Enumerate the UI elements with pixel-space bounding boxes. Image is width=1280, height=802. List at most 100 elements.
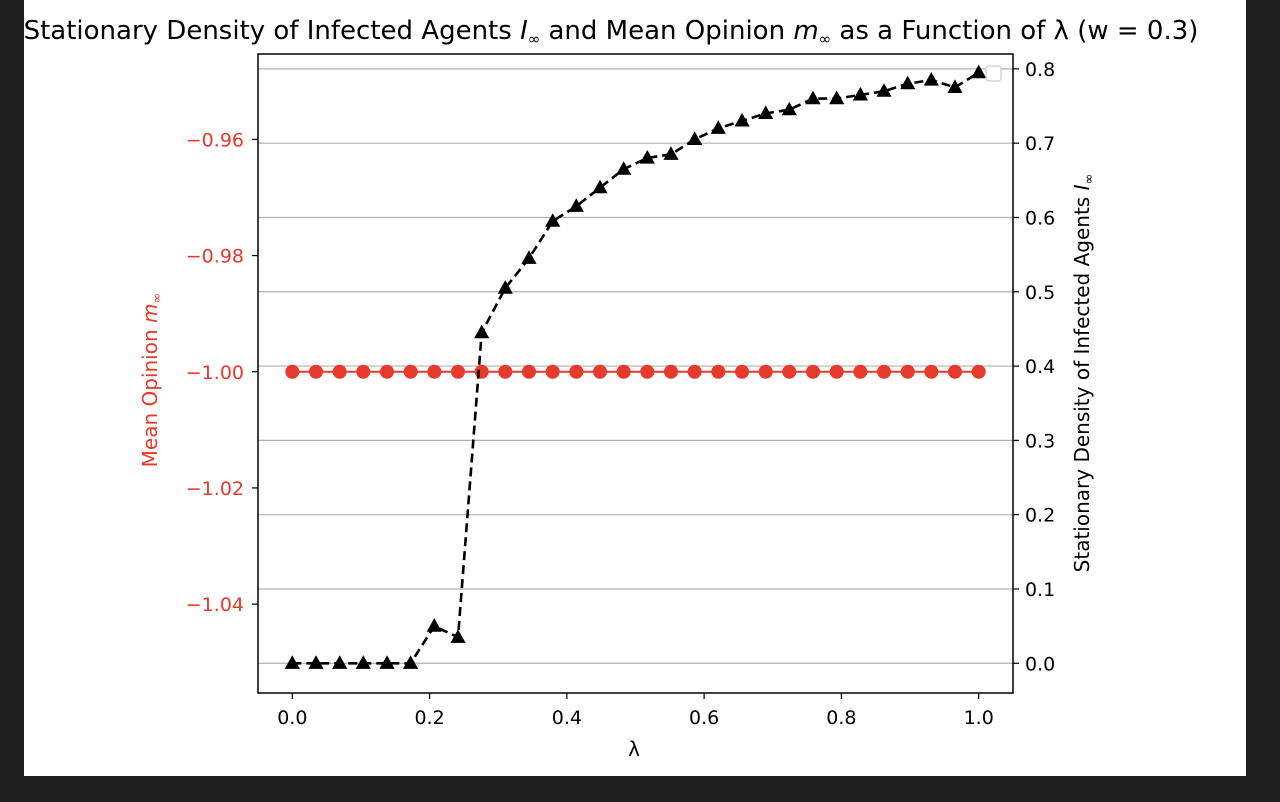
- right-tick-label: 0.5: [1025, 282, 1055, 304]
- infected-density-point: [568, 198, 584, 212]
- infected-density-point: [947, 79, 963, 93]
- infected-density-point: [663, 146, 679, 160]
- infected-density-point: [852, 86, 868, 101]
- mean-opinion-point: [853, 364, 868, 379]
- right-tick-label: 0.6: [1025, 207, 1055, 229]
- title-sub-inf-2: ∞: [819, 30, 832, 48]
- infected-density-point: [639, 150, 655, 164]
- infected-density-point: [284, 655, 300, 669]
- mean-opinion-point: [308, 364, 323, 379]
- left-axis-label-sub: ∞: [150, 293, 165, 304]
- left-axis-label: Mean Opinion m∞: [138, 293, 165, 468]
- mean-opinion-point: [403, 364, 418, 379]
- title-sub-inf-1: ∞: [528, 30, 541, 48]
- infected-density-point: [805, 90, 821, 105]
- series: [284, 64, 987, 669]
- x-tick-label: 0.2: [414, 707, 444, 729]
- chart: Stationary Density of Infected Agents I∞…: [24, 16, 1198, 761]
- right-axis-label-sub: ∞: [1082, 174, 1097, 185]
- mean-opinion-point: [829, 364, 844, 379]
- infected-density-line: [292, 71, 980, 665]
- x-tick-label: 0.8: [826, 707, 856, 729]
- infected-density-point: [592, 179, 608, 194]
- infected-density-point: [474, 324, 490, 339]
- left-tick-label: −0.96: [186, 129, 244, 151]
- infected-density-point: [758, 105, 774, 119]
- infected-density-point: [355, 655, 371, 669]
- infected-density-point: [710, 120, 726, 134]
- infected-density-point: [450, 629, 466, 643]
- infected-density-point: [497, 280, 513, 294]
- right-axis-label-var: I: [1070, 184, 1094, 190]
- mean-opinion-point: [451, 364, 466, 379]
- mean-opinion-point: [687, 364, 702, 379]
- left-tick-label: −0.98: [186, 246, 244, 268]
- x-axis-label: λ: [628, 737, 640, 761]
- infected-density-point: [829, 90, 845, 105]
- left-axis-label-text: Mean Opinion: [138, 323, 162, 467]
- mean-opinion-point: [569, 364, 584, 379]
- mean-opinion-point: [498, 364, 513, 379]
- grid: [258, 68, 1013, 664]
- mean-opinion-point: [332, 364, 347, 379]
- mean-opinion-point: [616, 364, 631, 379]
- right-tick-label: 0.7: [1025, 133, 1055, 155]
- mean-opinion-point: [805, 364, 820, 379]
- infected-density-point: [403, 655, 419, 669]
- infected-density-point: [616, 161, 632, 175]
- mean-opinion-point: [877, 364, 892, 379]
- chart-title: Stationary Density of Infected Agents I∞…: [24, 16, 1198, 48]
- mean-opinion-point: [758, 364, 773, 379]
- x-tick-label: 0.0: [277, 707, 307, 729]
- infected-density-point: [900, 75, 916, 90]
- mean-opinion-point: [356, 364, 371, 379]
- x-tick-label: 1.0: [964, 707, 994, 729]
- infected-density-point: [379, 655, 395, 669]
- mean-opinion-point: [948, 364, 963, 379]
- mean-opinion-point: [924, 364, 939, 379]
- title-prefix: Stationary Density of Infected Agents: [24, 16, 520, 46]
- mean-opinion-point: [427, 364, 442, 379]
- mean-opinion-point: [711, 364, 726, 379]
- x-tick-label: 0.6: [689, 707, 719, 729]
- mean-opinion-point: [521, 364, 536, 379]
- left-tick-label: −1.02: [186, 478, 244, 500]
- title-middle: and Mean Opinion: [540, 16, 793, 46]
- x-tick-label: 0.4: [552, 707, 582, 729]
- right-tick-label: 0.0: [1025, 653, 1055, 675]
- figure: Stationary Density of Infected Agents I∞…: [24, 0, 1246, 776]
- mean-opinion-point: [545, 364, 560, 379]
- title-var-i: I: [520, 16, 528, 46]
- right-tick-label: 0.8: [1025, 59, 1055, 81]
- title-var-m: m: [793, 16, 818, 46]
- infected-density-point: [426, 618, 442, 632]
- plot-frame: [257, 53, 1014, 694]
- mean-opinion-point: [971, 364, 986, 379]
- left-tick-label: −1.04: [186, 594, 244, 616]
- mean-opinion-point: [474, 364, 489, 379]
- right-axis-label-text: Stationary Density of Infected Agents: [1070, 190, 1094, 572]
- mean-opinion-point: [379, 364, 394, 379]
- right-tick-label: 0.1: [1025, 579, 1055, 601]
- infected-density-point: [545, 213, 561, 227]
- legend-box: [985, 65, 1002, 82]
- left-axis-ticks: −0.96 −0.98 −1.00 −1.02 −1.04: [186, 129, 258, 616]
- mean-opinion-point: [593, 364, 608, 379]
- x-axis-ticks: 0.0 0.2 0.4 0.6 0.8 1.0: [277, 693, 994, 729]
- right-tick-label: 0.4: [1025, 356, 1055, 378]
- infected-density-point: [332, 655, 348, 669]
- right-tick-label: 0.3: [1025, 430, 1055, 452]
- mean-opinion-point: [285, 364, 300, 379]
- left-axis-label-var: m: [138, 304, 162, 323]
- infected-density-point: [687, 131, 703, 145]
- infected-density-point: [521, 250, 537, 264]
- infected-density-point: [971, 64, 987, 79]
- mean-opinion-point: [900, 364, 915, 379]
- right-axis-ticks: 0.0 0.1 0.2 0.3 0.4 0.5 0.6 0.7 0.8: [1013, 59, 1055, 675]
- mean-opinion-point: [735, 364, 750, 379]
- title-suffix: as a Function of λ (w = 0.3): [831, 16, 1198, 46]
- left-tick-label: −1.00: [186, 362, 244, 384]
- infected-density-point: [923, 72, 939, 86]
- mean-opinion-point: [640, 364, 655, 379]
- right-tick-label: 0.2: [1025, 505, 1055, 527]
